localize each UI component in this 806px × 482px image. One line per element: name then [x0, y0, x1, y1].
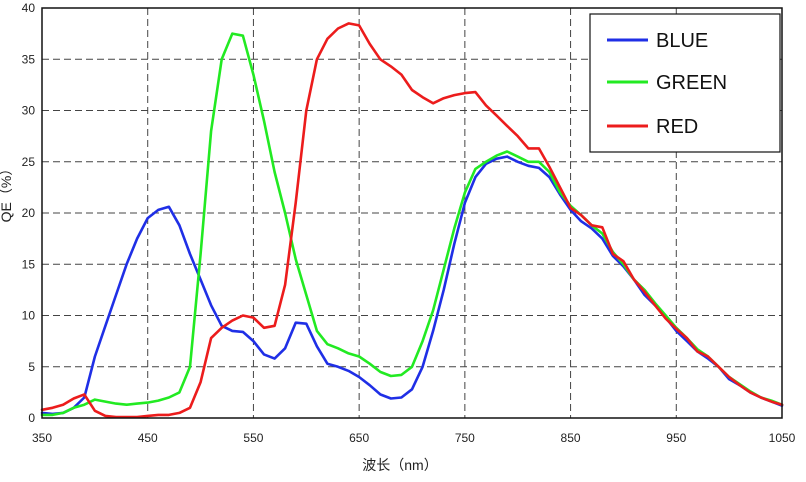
x-tick-label: 750: [455, 431, 475, 445]
series-line-red: [40, 22, 784, 419]
x-tick-label: 950: [666, 431, 686, 445]
x-tick-label: 1050: [769, 431, 796, 445]
x-tick-label: 550: [243, 431, 263, 445]
x-tick-label: 350: [32, 431, 52, 445]
legend-label-green: GREEN: [656, 72, 727, 94]
y-tick-label: 0: [28, 411, 35, 425]
y-tick-label: 40: [22, 1, 36, 15]
y-axis-label: QE（%）: [0, 162, 14, 223]
legend-label-blue: BLUE: [656, 30, 708, 52]
x-tick-labels: 350 450 550 650 750 850 950 1050: [32, 431, 796, 445]
y-tick-labels: 0 5 10 15 20 25 30 35 40: [22, 1, 36, 425]
x-tick-label: 650: [349, 431, 369, 445]
y-tick-label: 10: [22, 309, 36, 323]
y-tick-label: 15: [22, 257, 36, 271]
x-axis-label: 波长（nm）: [362, 457, 437, 473]
y-tick-label: 30: [22, 104, 36, 118]
y-tick-label: 35: [22, 52, 36, 66]
plot-frame: [41, 7, 783, 419]
y-tick-label: 25: [22, 155, 36, 169]
y-tick-label: 5: [28, 360, 35, 374]
x-tick-label: 450: [138, 431, 158, 445]
y-tick-label: 20: [22, 206, 36, 220]
x-tick-label: 850: [561, 431, 581, 445]
series-lines: [40, 22, 784, 419]
legend-label-red: RED: [656, 116, 698, 138]
series-line-green: [40, 32, 784, 417]
legend: BLUE GREEN RED: [589, 13, 781, 153]
